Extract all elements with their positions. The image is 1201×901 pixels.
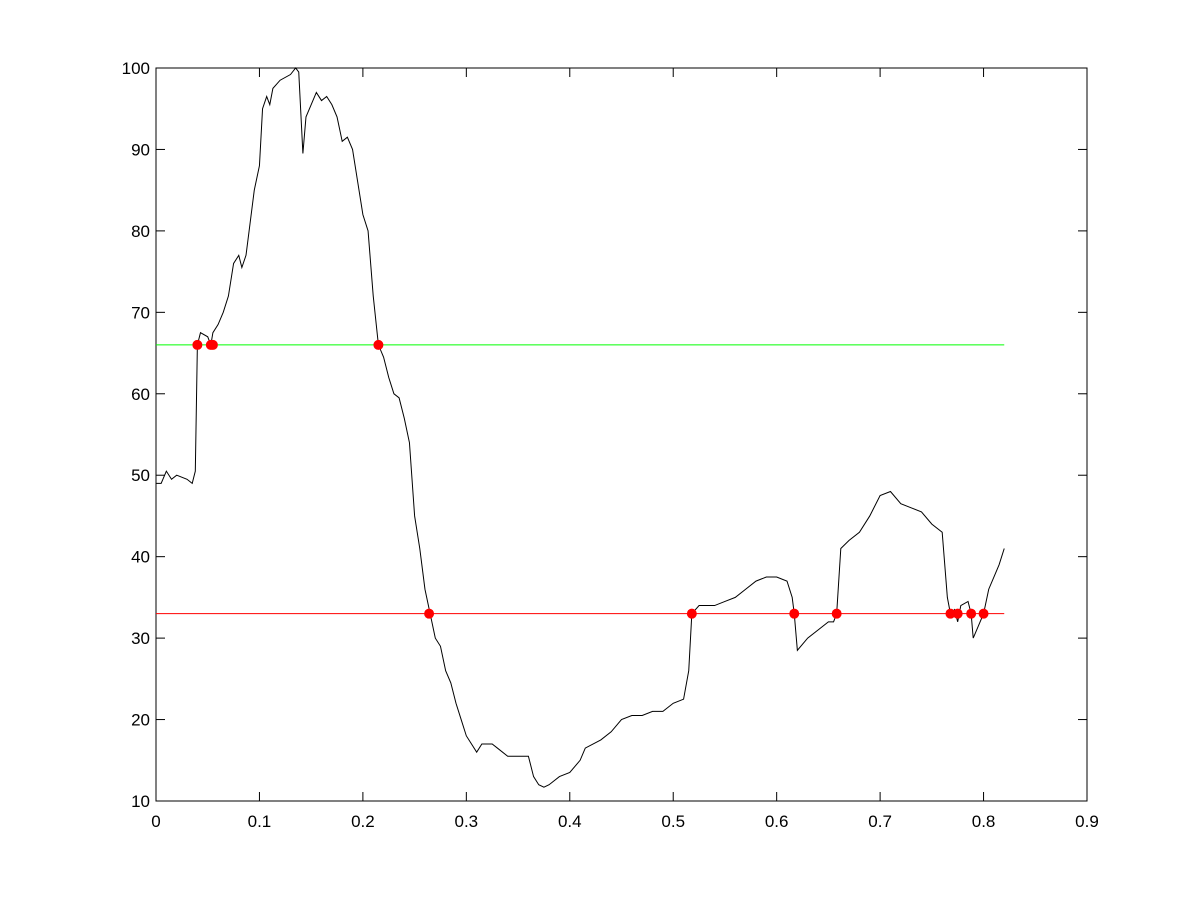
x-tick-label: 0: [151, 812, 160, 831]
x-tick-label: 0.8: [972, 812, 996, 831]
marker: [789, 608, 800, 619]
y-tick-label: 50: [131, 466, 150, 485]
line: [156, 67, 1005, 788]
marker: [952, 608, 963, 619]
x-tick-label: 0.6: [765, 812, 789, 831]
y-tick-label: 80: [131, 222, 150, 241]
x-tick-label: 0.5: [661, 812, 685, 831]
marker: [424, 608, 435, 619]
y-tick-label: 60: [131, 385, 150, 404]
marker: [192, 339, 203, 350]
marker: [686, 608, 697, 619]
x-tick-label: 0.9: [1075, 812, 1099, 831]
y-tick-label: 10: [131, 792, 150, 811]
x-tick-label: 0.3: [455, 812, 479, 831]
marker: [966, 608, 977, 619]
marker: [978, 608, 989, 619]
x-tick-label: 0.4: [558, 812, 582, 831]
marker: [207, 339, 218, 350]
y-tick-label: 90: [131, 140, 150, 159]
marker: [831, 608, 842, 619]
axes-box: [155, 67, 1088, 802]
x-tick-label: 0.2: [351, 812, 375, 831]
y-tick-label: 30: [131, 629, 150, 648]
x-tick-label: 0.7: [868, 812, 892, 831]
y-tick-label: 20: [131, 711, 150, 730]
marker: [945, 608, 956, 619]
x-tick-label: 0.1: [248, 812, 272, 831]
y-tick-label: 100: [122, 59, 150, 78]
y-tick-label: 70: [131, 303, 150, 322]
marker: [373, 339, 384, 350]
y-tick-label: 40: [131, 548, 150, 567]
